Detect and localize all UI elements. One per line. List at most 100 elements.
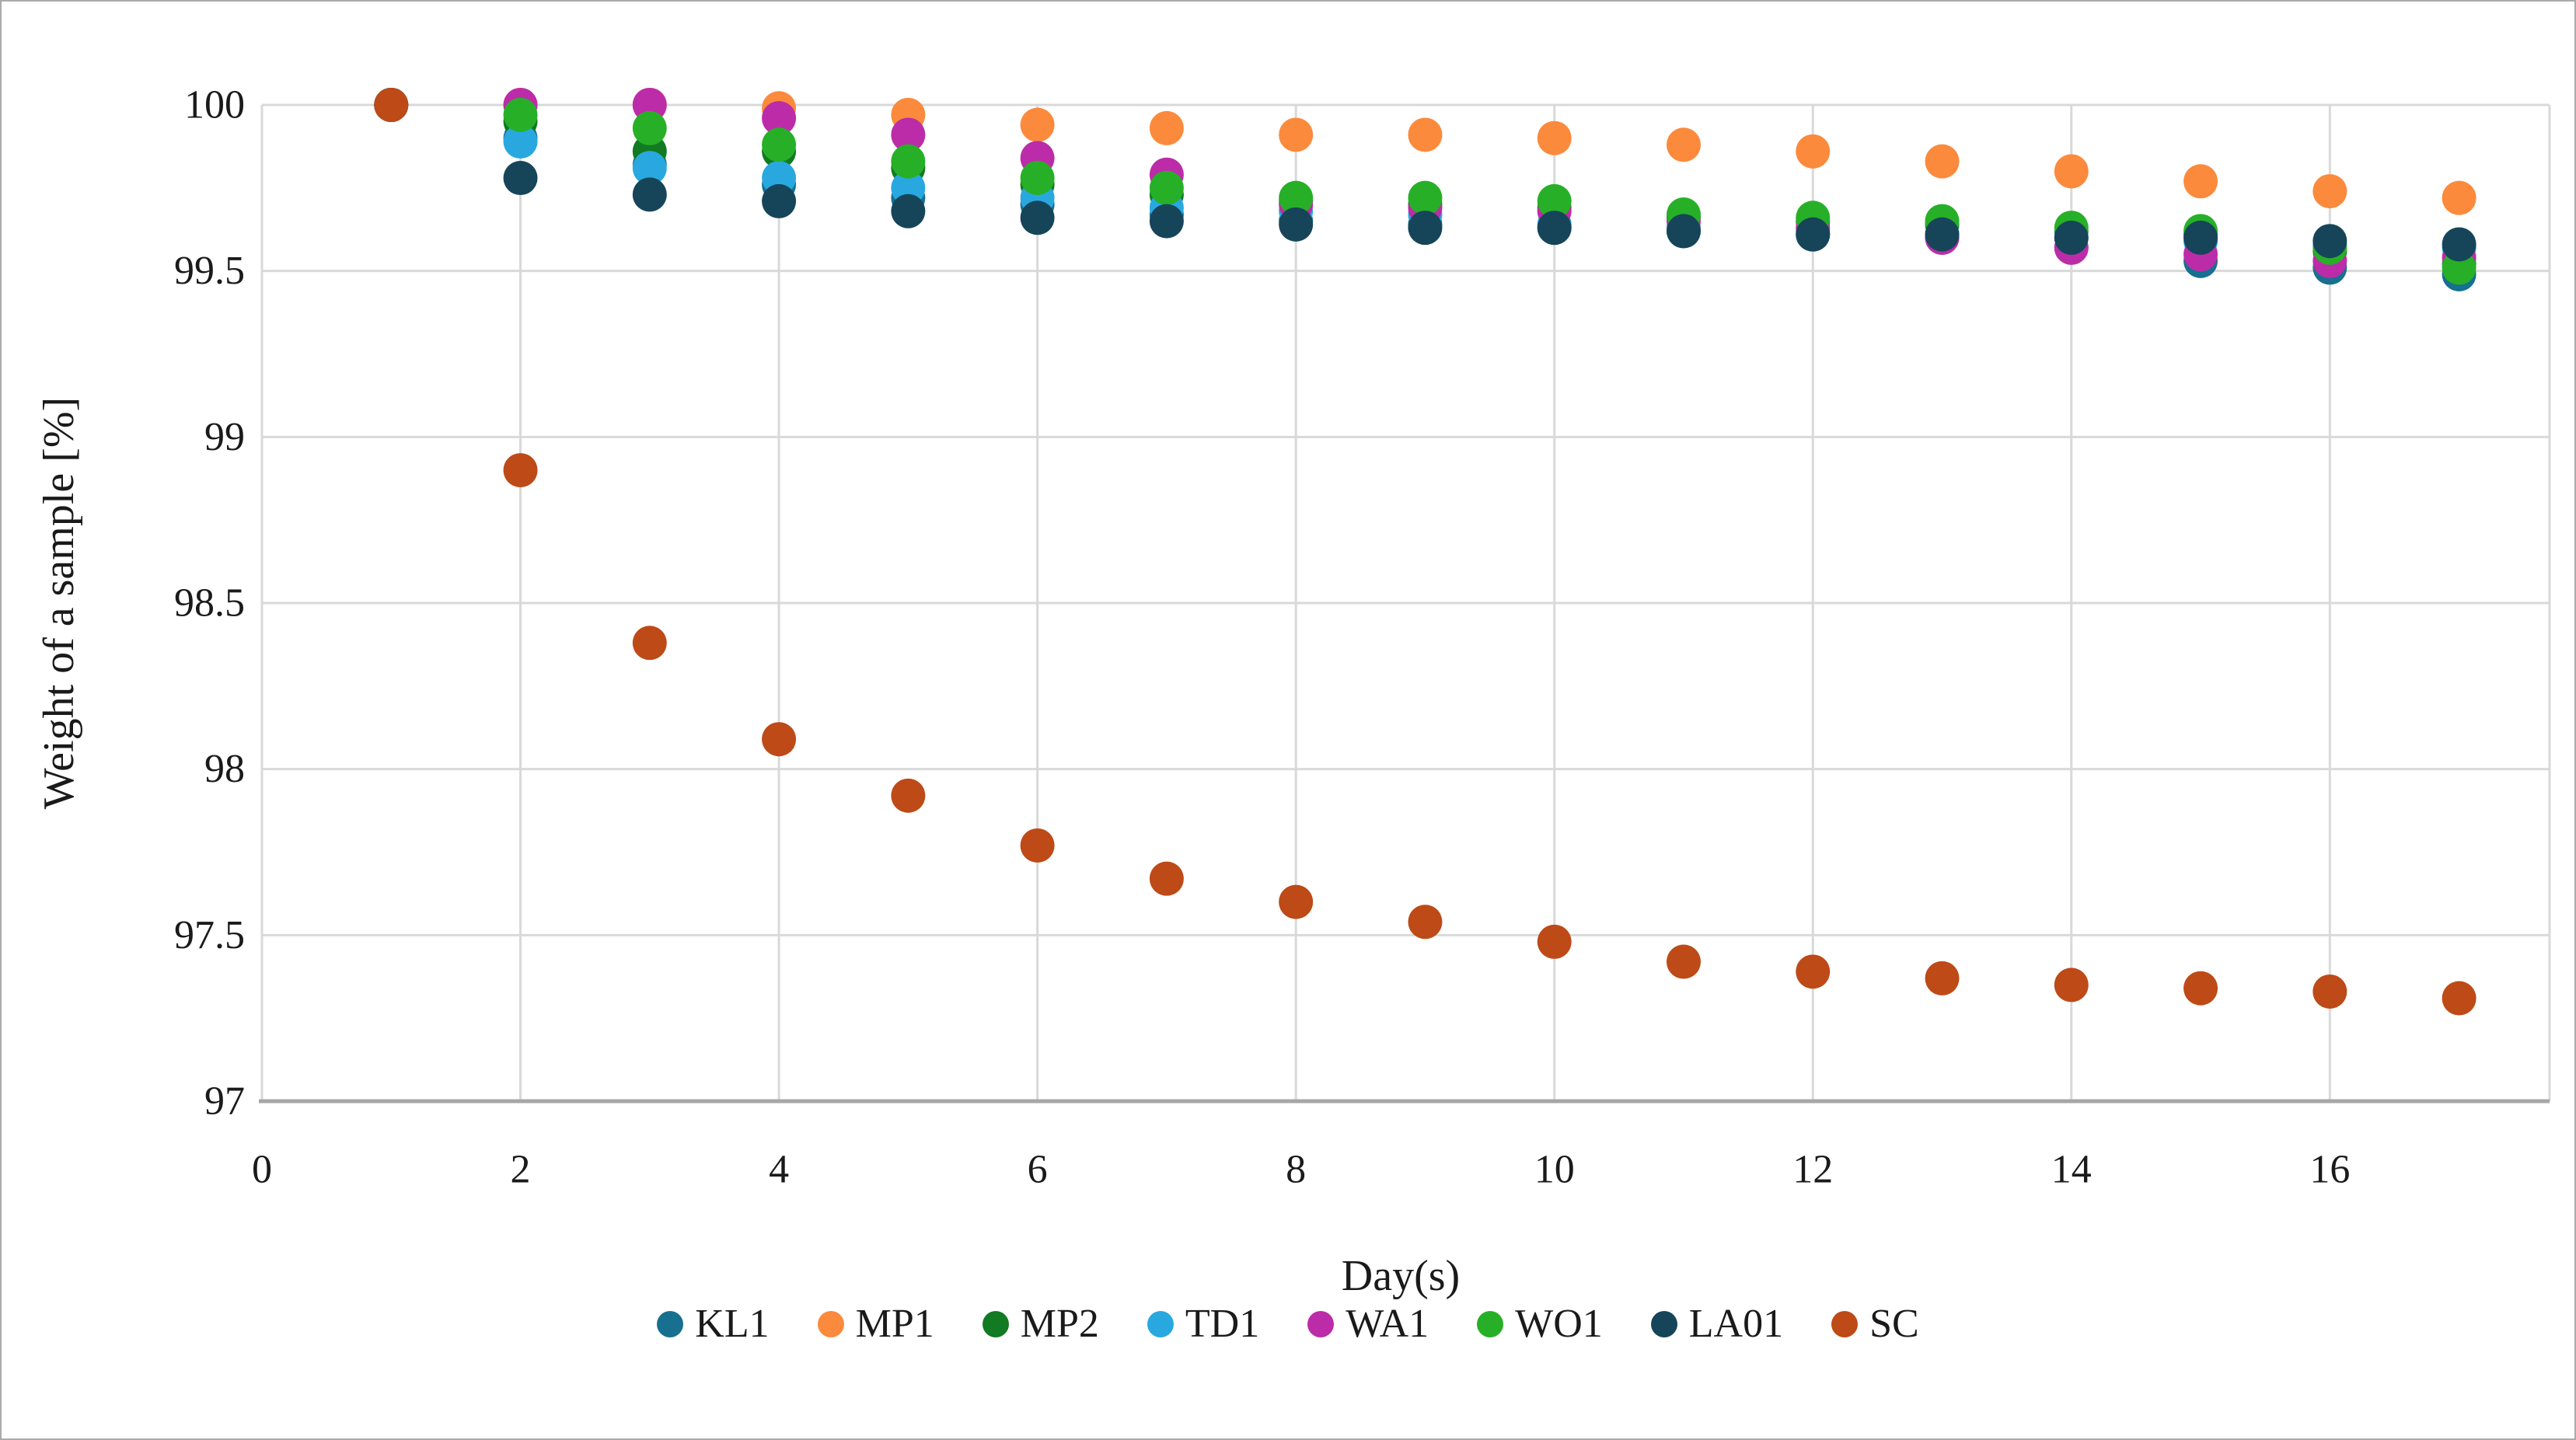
data-point-WO1-day3 bbox=[632, 110, 667, 145]
legend-marker-icon bbox=[1650, 1311, 1677, 1337]
data-point-LA01-day11 bbox=[1666, 214, 1701, 249]
x-tick-label: 0 bbox=[252, 1148, 272, 1192]
legend-marker-icon bbox=[982, 1311, 1009, 1337]
x-tick-label: 2 bbox=[511, 1148, 531, 1192]
legend-item-LA01: LA01 bbox=[1650, 1302, 1784, 1346]
data-point-MP1-day13 bbox=[1925, 144, 1960, 179]
legend-label: MP2 bbox=[1020, 1302, 1099, 1346]
data-point-WO1-day9 bbox=[1408, 180, 1443, 215]
x-tick-label: 4 bbox=[769, 1148, 789, 1192]
legend-item-WA1: WA1 bbox=[1307, 1304, 1429, 1344]
legend-label: WO1 bbox=[1515, 1302, 1603, 1346]
data-point-SC-day13 bbox=[1925, 961, 1960, 995]
data-point-LA01-day9 bbox=[1408, 211, 1443, 246]
y-tick-label: 98.5 bbox=[174, 581, 245, 626]
y-tick-label: 97.5 bbox=[174, 913, 245, 957]
x-tick-label: 6 bbox=[1028, 1148, 1048, 1192]
y-tick-label: 98 bbox=[204, 747, 245, 791]
data-point-SC-day10 bbox=[1537, 924, 1572, 959]
data-point-WO1-day6 bbox=[1020, 161, 1055, 196]
data-point-WO1-day5 bbox=[891, 144, 926, 179]
data-point-LA01-day13 bbox=[1925, 217, 1960, 252]
legend-marker-icon bbox=[1307, 1311, 1335, 1337]
data-point-WO1-day4 bbox=[762, 127, 797, 162]
y-axis-title: Weight of a sample [%] bbox=[35, 396, 83, 810]
data-point-LA01-day17 bbox=[2442, 227, 2477, 262]
data-point-MP1-day6 bbox=[1020, 107, 1055, 142]
data-point-SC-day3 bbox=[632, 626, 667, 661]
legend-item-MP2: MP2 bbox=[982, 1302, 1099, 1346]
data-point-SC-day2 bbox=[503, 453, 538, 488]
y-tick-label: 99 bbox=[204, 415, 245, 459]
data-point-MP1-day7 bbox=[1149, 110, 1184, 145]
y-tick-label: 97 bbox=[204, 1079, 245, 1124]
data-point-SC-day9 bbox=[1408, 905, 1443, 940]
legend-label: WA1 bbox=[1346, 1302, 1429, 1346]
data-point-LA01-day7 bbox=[1149, 204, 1184, 239]
data-point-LA01-day16 bbox=[2312, 224, 2347, 259]
data-point-WO1-day10 bbox=[1537, 183, 1572, 218]
data-point-SC-day4 bbox=[762, 722, 797, 757]
data-point-LA01-day2 bbox=[503, 161, 538, 196]
data-point-LA01-day12 bbox=[1796, 217, 1831, 252]
data-point-SC-day15 bbox=[2183, 971, 2218, 1006]
data-point-SC-day8 bbox=[1279, 884, 1314, 919]
legend-marker-icon bbox=[1831, 1311, 1859, 1337]
x-tick-label: 10 bbox=[1534, 1148, 1575, 1192]
legend-label: KL1 bbox=[695, 1302, 770, 1346]
data-point-LA01-day14 bbox=[2054, 220, 2089, 255]
data-point-LA01-day15 bbox=[2183, 220, 2218, 255]
data-point-SC-day7 bbox=[1149, 861, 1184, 896]
data-point-LA01-day5 bbox=[891, 194, 926, 228]
data-point-TD1-day2 bbox=[503, 124, 538, 159]
legend-marker-icon bbox=[1477, 1311, 1504, 1337]
x-axis-title: Day(s) bbox=[1341, 1252, 1461, 1300]
x-tick-label: 16 bbox=[2309, 1148, 2350, 1192]
data-point-SC-day11 bbox=[1666, 944, 1701, 979]
data-point-WO1-day8 bbox=[1279, 180, 1314, 215]
data-point-WO1-day2 bbox=[503, 97, 538, 132]
data-point-LA01-day3 bbox=[632, 177, 667, 212]
data-point-MP1-day9 bbox=[1408, 117, 1443, 152]
data-point-SC-day1 bbox=[374, 88, 409, 122]
data-point-WA1-day4 bbox=[762, 101, 797, 136]
legend-label: TD1 bbox=[1185, 1302, 1260, 1346]
chart-legend: KL1 MP1 MP2 TD1 WA1 WO1 LA01 SC bbox=[2, 1304, 2574, 1344]
data-point-MP1-day15 bbox=[2183, 164, 2218, 199]
data-point-SC-day14 bbox=[2054, 968, 2089, 1002]
data-point-LA01-day8 bbox=[1279, 207, 1314, 242]
data-point-LA01-day6 bbox=[1020, 200, 1055, 235]
data-point-MP1-day11 bbox=[1666, 127, 1701, 162]
legend-marker-icon bbox=[1147, 1311, 1174, 1337]
data-point-MP1-day17 bbox=[2442, 180, 2477, 215]
legend-item-TD1: TD1 bbox=[1147, 1304, 1259, 1344]
data-point-WO1-day7 bbox=[1149, 170, 1184, 205]
data-point-LA01-day10 bbox=[1537, 211, 1572, 246]
legend-label: MP1 bbox=[855, 1302, 934, 1346]
data-point-MP1-day12 bbox=[1796, 134, 1831, 169]
data-point-SC-day12 bbox=[1796, 954, 1831, 989]
legend-item-KL1: KL1 bbox=[657, 1302, 770, 1346]
legend-item-WO1: WO1 bbox=[1477, 1304, 1603, 1344]
data-point-SC-day6 bbox=[1020, 828, 1055, 863]
data-point-MP1-day16 bbox=[2312, 174, 2347, 209]
legend-marker-icon bbox=[817, 1311, 844, 1337]
legend-marker-icon bbox=[657, 1311, 684, 1337]
x-tick-label: 14 bbox=[2051, 1148, 2092, 1192]
legend-item-MP1: MP1 bbox=[817, 1302, 934, 1346]
data-point-MP1-day14 bbox=[2054, 154, 2089, 189]
data-point-WA1-day5 bbox=[891, 117, 926, 152]
data-point-SC-day17 bbox=[2442, 981, 2477, 1016]
data-point-MP1-day10 bbox=[1537, 120, 1572, 155]
y-tick-label: 100 bbox=[184, 83, 245, 127]
x-tick-label: 8 bbox=[1286, 1148, 1306, 1192]
legend-label: SC bbox=[1869, 1302, 1919, 1346]
legend-label: LA01 bbox=[1688, 1302, 1784, 1346]
data-point-MP1-day8 bbox=[1279, 117, 1314, 152]
data-point-SC-day5 bbox=[891, 778, 926, 813]
y-tick-label: 99.5 bbox=[174, 249, 245, 293]
data-point-LA01-day4 bbox=[762, 183, 797, 218]
data-point-TD1-day3 bbox=[632, 151, 667, 186]
